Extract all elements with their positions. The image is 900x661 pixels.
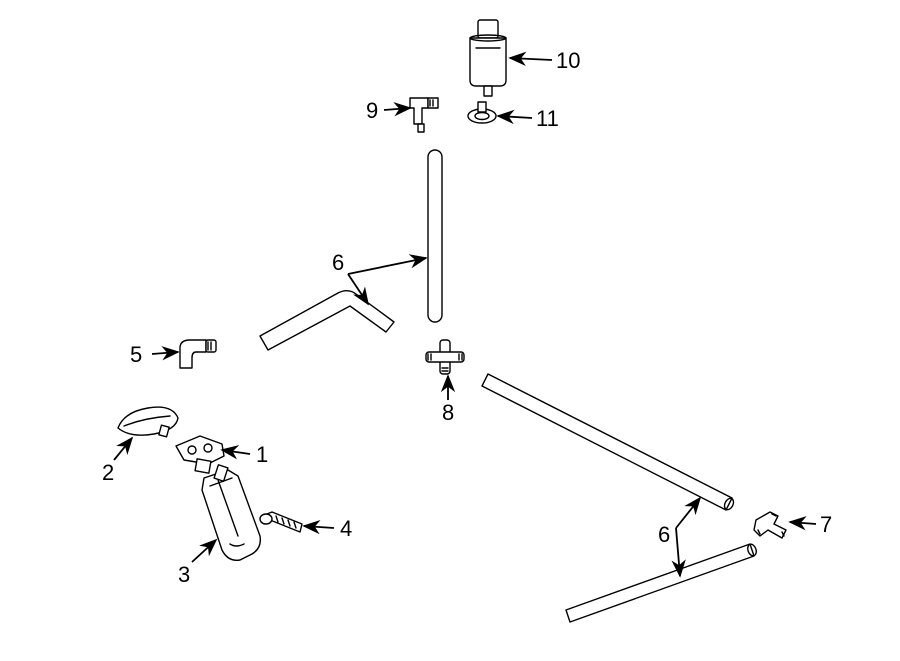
part-10-pump (470, 20, 506, 96)
callout-label-7: 7 (820, 512, 832, 537)
part-9-elbow-connector (410, 98, 438, 132)
callout-10: 10 (510, 48, 580, 73)
callout-4: 4 (304, 516, 352, 541)
part-6-hose-bent (260, 291, 394, 350)
callout-label-6b: 6 (658, 522, 670, 547)
parts-diagram: 1 2 3 4 5 6 6 7 8 9 (0, 0, 900, 661)
callout-label-3: 3 (178, 562, 190, 587)
callout-7: 7 (790, 512, 832, 537)
part-6-hose-vertical (428, 150, 442, 322)
callout-11: 11 (498, 106, 559, 131)
callout-2: 2 (102, 438, 132, 485)
callout-label-1: 1 (256, 442, 268, 467)
part-6-hose-diag-lower (566, 543, 758, 622)
callout-label-6a: 6 (332, 250, 344, 275)
callout-label-5: 5 (130, 342, 142, 367)
part-2-cover (118, 407, 178, 437)
part-8-t-connector (426, 340, 464, 374)
part-4-screw (260, 512, 302, 532)
callout-8: 8 (442, 376, 454, 425)
callout-9: 9 (366, 98, 410, 123)
part-7-y-connector (754, 512, 786, 538)
callout-label-2: 2 (102, 460, 114, 485)
callout-1: 1 (222, 442, 268, 467)
callout-label-10: 10 (556, 48, 580, 73)
part-11-grommet (468, 102, 496, 123)
callout-label-8: 8 (442, 400, 454, 425)
callout-label-9: 9 (366, 98, 378, 123)
part-6-hose-diag-upper (482, 374, 735, 511)
callout-label-4: 4 (340, 516, 352, 541)
callout-5: 5 (130, 342, 178, 367)
part-5-elbow (180, 340, 216, 368)
callout-3: 3 (178, 540, 216, 587)
callout-label-11: 11 (536, 106, 559, 131)
